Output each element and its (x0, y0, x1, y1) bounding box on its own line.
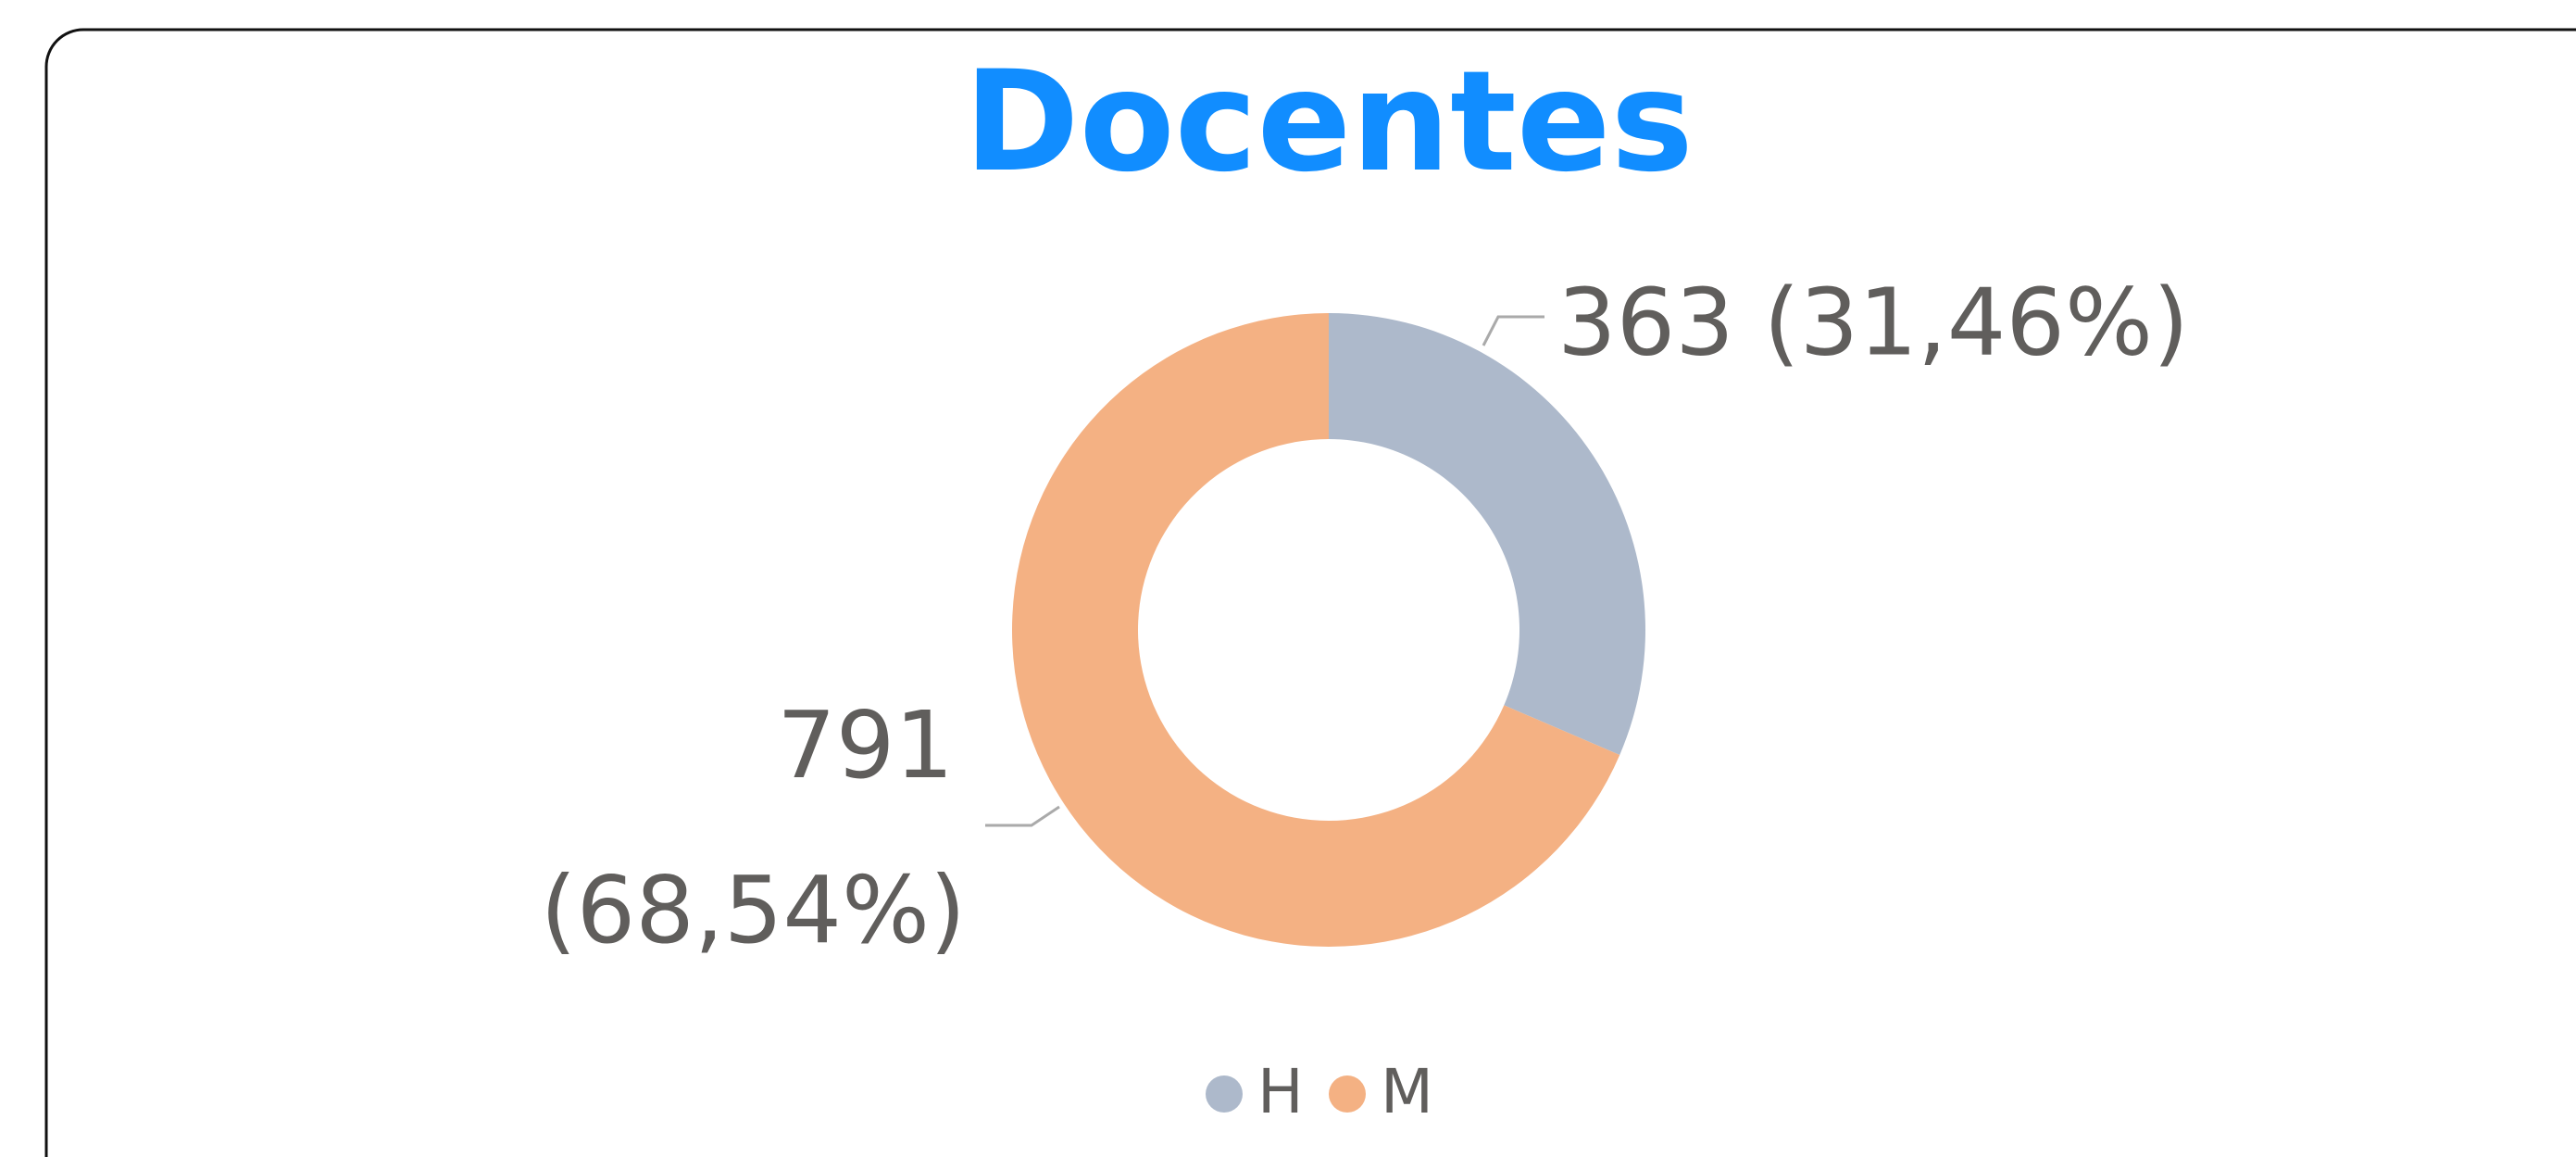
chart-title: Docentes (964, 42, 1694, 203)
donut-slice (1329, 313, 1645, 755)
legend-label: H (1257, 1056, 1304, 1127)
legend-marker (1206, 1075, 1243, 1113)
data-label: 791 (68,54%) (541, 691, 966, 964)
leader-line (985, 805, 1060, 827)
data-label: 363 (31,46%) (1557, 268, 2189, 376)
legend-label: M (1381, 1056, 1433, 1127)
donut-slice (1012, 313, 1620, 948)
card-border (44, 28, 2576, 1157)
leader-line (1482, 315, 1544, 346)
legend-marker (1329, 1075, 1366, 1113)
data-label-line: 791 (777, 691, 954, 799)
data-label-line: (68,54%) (541, 856, 966, 964)
